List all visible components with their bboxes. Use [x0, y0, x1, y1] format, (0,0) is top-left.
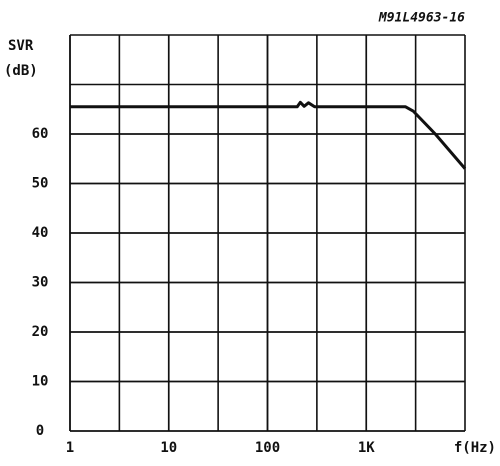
y-tick-label: 30 [32, 275, 49, 291]
chart-title: M91L4963-16 [378, 11, 465, 26]
y-tick-label: 40 [32, 225, 49, 241]
y-label: SVR [8, 38, 34, 54]
y-tick-label: 60 [32, 126, 49, 142]
y-tick-label: 0 [36, 423, 44, 439]
y-label-unit: (dB) [4, 63, 38, 79]
x-tick-label: 100 [255, 440, 280, 456]
y-tick-label: 50 [32, 176, 49, 192]
x-tick-label: 1 [66, 440, 74, 456]
y-tick-label: 10 [32, 374, 49, 390]
y-tick-label: 20 [32, 324, 49, 340]
series-line [70, 100, 467, 170]
x-tick-label: 10 [160, 440, 177, 456]
x-label: f(Hz) [454, 440, 496, 456]
x-tick-label: 1K [358, 440, 375, 456]
